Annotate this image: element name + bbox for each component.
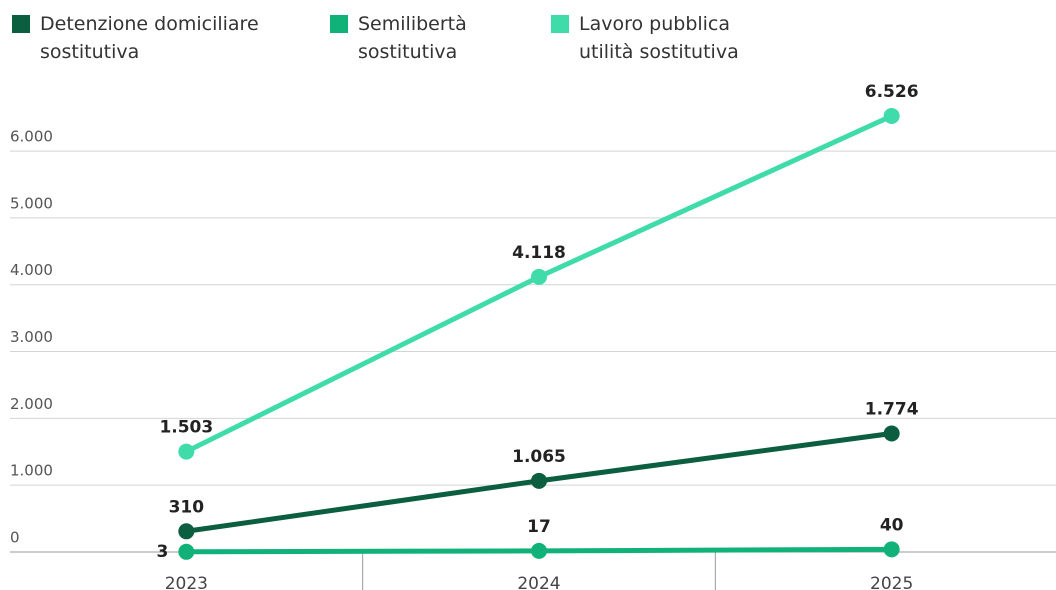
y-tick-label: 1.000 [10, 462, 53, 480]
legend-label: Lavoro pubblica utilità sostitutiva [579, 13, 739, 63]
legend-swatch [12, 15, 30, 33]
x-tick-label: 2025 [870, 574, 913, 590]
y-tick-label: 5.000 [10, 194, 53, 212]
legend-label: Detenzione domiciliare sostitutiva [40, 13, 259, 63]
legend-label: Semilibertà sostitutiva [358, 13, 467, 63]
x-tick-label: 2024 [517, 574, 560, 590]
data-label: 17 [527, 517, 551, 537]
data-point [531, 268, 547, 285]
data-label: 310 [169, 497, 205, 517]
data-point [883, 107, 900, 124]
legend-item: Lavoro pubblica utilità sostitutiva [551, 10, 751, 66]
data-point [883, 425, 900, 442]
data-point [531, 472, 547, 489]
x-tick-label: 2023 [165, 574, 208, 590]
data-label: 1.065 [512, 447, 566, 467]
legend-item: Semilibertà sostitutiva [330, 10, 530, 66]
data-point [178, 443, 195, 460]
data-label: 6.526 [865, 82, 919, 102]
y-tick-label: 4.000 [10, 261, 53, 279]
data-point [178, 523, 195, 540]
data-label: 4.118 [512, 243, 566, 263]
data-point [883, 541, 900, 558]
data-label: 3 [156, 542, 168, 562]
data-label: 1.503 [159, 418, 213, 438]
legend-item: Detenzione domiciliare sostitutiva [12, 10, 272, 66]
legend-swatch [330, 15, 348, 33]
y-tick-label: 2.000 [10, 395, 53, 413]
data-point [531, 542, 547, 559]
y-tick-label: 3.000 [10, 328, 53, 346]
data-point [178, 543, 195, 560]
data-label: 40 [880, 515, 904, 535]
legend-swatch [551, 15, 569, 33]
data-label: 1.774 [865, 399, 919, 419]
y-tick-label: 6.000 [10, 128, 53, 146]
y-tick-label: 0 [10, 529, 20, 547]
